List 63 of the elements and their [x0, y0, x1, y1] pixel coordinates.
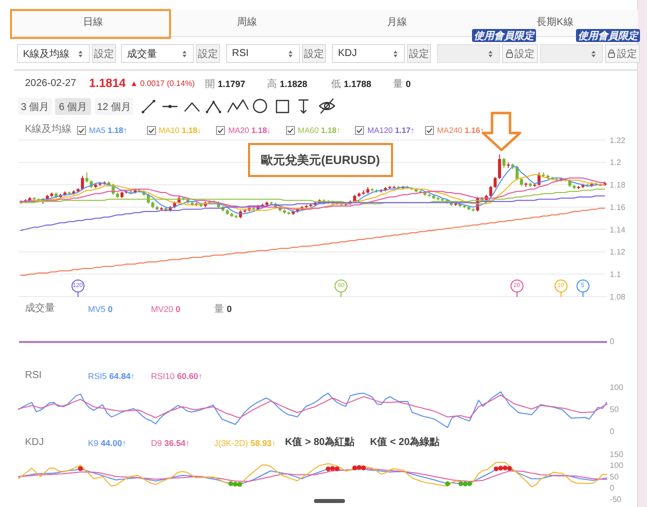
y-tick-label: 0 — [610, 426, 615, 436]
text: RSI10 60.60↑ — [151, 371, 203, 381]
text: MA120 1.17↑ — [367, 126, 415, 134]
text: MA60 1.18↑ — [298, 126, 341, 134]
text: 低 1.1788 — [331, 78, 372, 91]
text: MV20 0 — [151, 303, 180, 316]
y-tick-label: 50 — [610, 404, 620, 414]
settings-button: 設定 — [302, 44, 326, 63]
text: K值 < 20為綠點 — [370, 436, 440, 450]
y-tick-label: 0 — [610, 484, 615, 493]
legend-title: KDJ — [25, 436, 44, 450]
y-tick-label: 100 — [610, 461, 624, 470]
y-tick-label: 1.1 — [610, 270, 622, 279]
range-button: 12 個月 — [95, 98, 133, 115]
text: 量 0 — [214, 303, 232, 316]
text: 2026-02-27 — [25, 77, 76, 91]
select-field: 成交量 — [121, 44, 194, 63]
legend-title: K線及均線 — [25, 123, 72, 137]
y-tick-label: 1.08 — [610, 292, 626, 302]
y-tick-label: 1.16 — [610, 202, 626, 212]
y-tick-label: 50 — [610, 472, 620, 482]
settings-button: 設定 — [605, 44, 640, 63]
settings-button: 設定 — [196, 44, 220, 63]
text: MA5 1.18↑ — [89, 126, 128, 134]
text: 1.1814 — [89, 75, 126, 92]
text: J(3K-2D) 58.93↑ — [214, 438, 276, 448]
y-tick-label: 100 — [610, 382, 624, 392]
text: MA10 1.18↓ — [158, 126, 202, 134]
text: 高 1.1828 — [267, 78, 308, 91]
y-tick-label: 1.22 — [610, 136, 626, 145]
text: D9 36.54↑ — [151, 438, 190, 448]
settings-button: 設定 — [407, 44, 431, 63]
text: MA240 1.16↑ — [437, 126, 484, 134]
y-tick-label: 1.14 — [610, 225, 626, 234]
text: K值 > 80為紅點 — [285, 436, 355, 450]
legend-title: 成交量 — [25, 302, 55, 316]
y-tick-label: -50 — [610, 494, 622, 504]
text: 日線 — [83, 16, 103, 29]
y-tick-label: 1.2 — [610, 158, 622, 168]
select-field: K線及均線 — [17, 44, 90, 63]
badge: 使用會員限定 — [472, 29, 536, 42]
text: MV5 0 — [88, 303, 113, 316]
range-button: 6 個月 — [55, 98, 91, 115]
select-field: KDJ — [332, 44, 405, 63]
y-tick-label: 150 — [610, 450, 624, 459]
settings-button: 設定 — [92, 44, 116, 63]
text: 量 0 — [393, 78, 411, 91]
text: 長期K線 — [536, 16, 574, 29]
badge: 使用會員限定 — [576, 29, 640, 42]
text: ▲ 0.0017 (0.14%) — [130, 78, 195, 90]
text: K9 44.00↑ — [88, 438, 126, 448]
settings-button: 設定 — [502, 44, 538, 63]
text: MA20 1.18↓ — [228, 126, 271, 134]
text: 月線 — [387, 16, 407, 29]
text: 周線 — [237, 16, 257, 29]
select-field: RSI — [226, 44, 300, 63]
legend-title: RSI — [25, 369, 42, 383]
y-tick-label: 1.12 — [610, 248, 626, 257]
text: 開 1.1797 — [205, 78, 246, 91]
annotation: 歐元兌美元(EURUSD) — [261, 152, 380, 168]
y-tick-label: 1.18 — [610, 180, 626, 190]
series-label: RSI5 64.84↑ — [88, 371, 135, 381]
range-button: 3 個月 — [18, 98, 52, 115]
